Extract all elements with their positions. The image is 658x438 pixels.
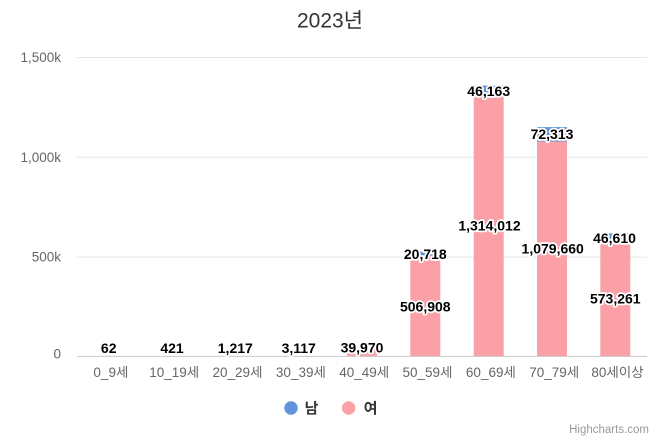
svg-text:1,217: 1,217: [218, 340, 253, 356]
svg-text:20,718: 20,718: [404, 246, 447, 262]
svg-text:72,313: 72,313: [531, 126, 574, 142]
svg-text:573,261: 573,261: [590, 290, 641, 306]
svg-text:1,500k: 1,500k: [20, 50, 61, 65]
svg-text:50_59: 50_59: [403, 365, 441, 380]
svg-text:40_49: 40_49: [339, 365, 377, 380]
svg-text:46,610: 46,610: [593, 230, 636, 246]
svg-text:Highcharts.com: Highcharts.com: [569, 424, 649, 436]
svg-text:421: 421: [160, 340, 184, 356]
svg-text:20_29: 20_29: [213, 365, 251, 380]
svg-text:30_39: 30_39: [276, 365, 314, 380]
svg-text:1,079,660: 1,079,660: [522, 241, 584, 257]
svg-text:3,117: 3,117: [282, 340, 316, 356]
svg-text:39,970: 39,970: [341, 340, 384, 356]
svg-text:0_9: 0_9: [93, 365, 116, 380]
svg-text:2023: 2023: [297, 10, 344, 33]
svg-text:46,163: 46,163: [467, 83, 510, 99]
svg-text:80: 80: [591, 365, 606, 380]
svg-text:60_69: 60_69: [466, 365, 504, 380]
svg-text:0: 0: [53, 347, 61, 362]
svg-text:62: 62: [101, 340, 117, 356]
svg-text:1,000k: 1,000k: [20, 150, 61, 165]
svg-text:10_19: 10_19: [149, 365, 187, 380]
svg-text:506,908: 506,908: [400, 298, 451, 314]
svg-text:1,314,012: 1,314,012: [458, 217, 520, 233]
svg-text:70_79: 70_79: [529, 365, 567, 380]
svg-text:500k: 500k: [32, 250, 62, 265]
